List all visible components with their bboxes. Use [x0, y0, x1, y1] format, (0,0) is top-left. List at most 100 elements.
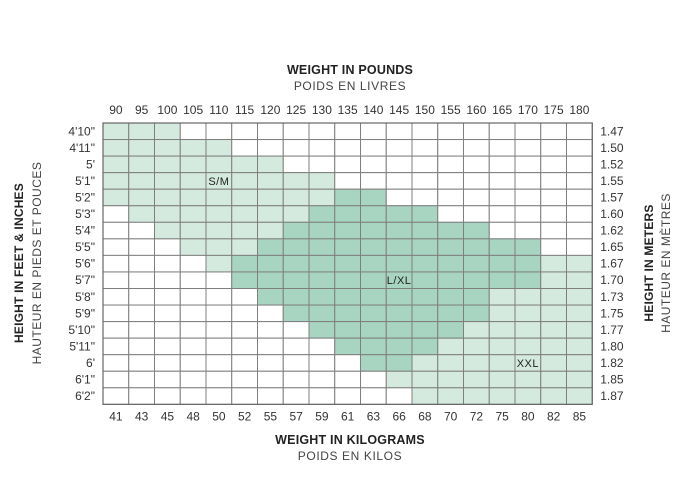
grid-cell — [128, 387, 155, 405]
grid-cell — [360, 304, 387, 323]
kilogram-tick-label: 72 — [470, 409, 484, 423]
grid-cell — [282, 139, 310, 157]
grid-cell — [154, 321, 181, 339]
pounds-tick-label: 90 — [109, 103, 123, 117]
grid-cell — [411, 370, 439, 389]
grid-cell — [205, 188, 233, 207]
grid-cell — [128, 337, 155, 356]
grid-cell — [334, 122, 361, 141]
kilogram-tick-label: 63 — [367, 409, 381, 423]
height-meter-tick-label: 1.60 — [600, 207, 624, 221]
grid-cell — [154, 221, 181, 240]
kilogram-tick-label: 45 — [161, 409, 175, 423]
grid-cell — [128, 370, 155, 389]
kilogram-tick-label: 68 — [418, 409, 432, 423]
grid-cell — [566, 370, 593, 389]
pounds-tick-label: 165 — [492, 103, 512, 117]
grid-cell — [437, 370, 464, 389]
kilogram-tick-label: 50 — [212, 409, 226, 423]
grid-cell — [102, 139, 130, 157]
grid-cell — [385, 354, 413, 372]
grid-cell — [257, 221, 284, 240]
grid-cell — [308, 122, 336, 141]
pounds-tick-label: 135 — [338, 103, 358, 117]
grid-cell — [308, 387, 336, 405]
grid-cell — [566, 221, 593, 240]
grid-cell — [514, 205, 542, 223]
grid-cell — [437, 271, 464, 290]
grid-cell — [179, 337, 207, 356]
pounds-tick-label: 100 — [157, 103, 177, 117]
grid-cell — [566, 254, 593, 273]
grid-cell — [514, 172, 542, 190]
grid-cell — [308, 288, 336, 306]
grid-cell — [154, 238, 181, 256]
grid-cell — [282, 172, 310, 190]
pounds-tick-label: 155 — [441, 103, 461, 117]
grid-cell — [488, 155, 516, 174]
grid-cell — [102, 321, 130, 339]
grid-cell — [566, 155, 593, 174]
grid-cell — [257, 288, 284, 306]
grid-cell — [540, 288, 567, 306]
grid-cell — [360, 188, 387, 207]
grid-cell — [411, 271, 439, 290]
grid-cell — [540, 221, 567, 240]
grid-cell — [231, 172, 258, 190]
grid-cell — [231, 122, 258, 141]
grid-cell — [488, 205, 516, 223]
grid-cell — [566, 122, 593, 141]
grid-cell — [128, 271, 155, 290]
grid-cell — [385, 188, 413, 207]
grid-cell — [308, 155, 336, 174]
grid-cell — [334, 354, 361, 372]
grid-cell — [488, 122, 516, 141]
grid-cell — [360, 387, 387, 405]
grid-cell — [102, 221, 130, 240]
grid-cell — [437, 188, 464, 207]
grid-cell — [463, 321, 490, 339]
grid-cell — [566, 271, 593, 290]
pounds-tick-label: 115 — [235, 103, 254, 117]
kilogram-tick-label: 75 — [495, 409, 509, 423]
grid-cell — [308, 254, 336, 273]
height-meter-tick-label: 1.80 — [600, 339, 624, 353]
pounds-tick-label: 95 — [135, 103, 149, 117]
grid-cell — [360, 321, 387, 339]
grid-cell — [514, 288, 542, 306]
grid-cell — [231, 271, 258, 290]
pounds-tick-label: 105 — [183, 103, 203, 117]
height-meter-tick-label: 1.57 — [600, 190, 624, 204]
grid-cell — [154, 172, 181, 190]
grid-cell — [385, 172, 413, 190]
height-feet-tick-label: 5' — [86, 157, 95, 171]
grid-cell — [102, 205, 130, 223]
kilogram-tick-label: 57 — [289, 409, 303, 423]
grid-cell — [334, 321, 361, 339]
grid-cell — [334, 238, 361, 256]
grid-cell — [514, 271, 542, 290]
height-feet-tick-label: 6'2" — [75, 389, 95, 403]
height-feet-tick-label: 6' — [86, 356, 95, 370]
grid-cell — [282, 254, 310, 273]
kilogram-tick-label: 85 — [573, 409, 587, 423]
grid-cell — [205, 337, 233, 356]
grid-cell — [488, 172, 516, 190]
chart-title: WEIGHT IN POUNDS — [286, 63, 414, 77]
grid-cell — [488, 387, 516, 405]
grid-cell — [102, 337, 130, 356]
grid-cell — [463, 139, 490, 157]
grid-cell — [360, 337, 387, 356]
grid-border — [102, 122, 593, 405]
grid-cell — [334, 221, 361, 240]
grid-cell — [488, 337, 516, 356]
grid-cell — [257, 304, 284, 323]
grid-cell — [514, 188, 542, 207]
grid-cell — [334, 172, 361, 190]
grid-cell — [102, 370, 130, 389]
grid-cell — [154, 122, 181, 141]
height-meter-tick-label: 1.50 — [600, 141, 624, 155]
grid-cell — [437, 354, 464, 372]
grid-cell — [257, 387, 284, 405]
